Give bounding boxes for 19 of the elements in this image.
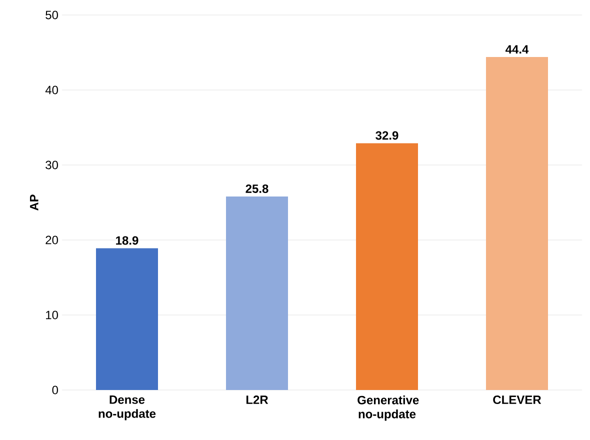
data-label: 32.9 <box>376 131 398 140</box>
bar <box>356 143 418 390</box>
y-tick-label: 50 <box>46 10 58 20</box>
bar <box>486 57 548 390</box>
y-tick-label: 40 <box>45 86 58 94</box>
bar <box>96 248 158 390</box>
y-axis-title: AP <box>30 194 38 211</box>
y-tick-label: 0 <box>52 386 58 394</box>
data-label: 44.4 <box>506 45 529 54</box>
data-label: 18.9 <box>116 236 138 245</box>
y-tick-label: 30 <box>46 160 58 170</box>
x-tick-label: L2R <box>246 396 268 404</box>
bar <box>226 196 288 390</box>
x-tick-label: CLEVER <box>493 396 542 404</box>
data-label: 25.8 <box>246 184 268 193</box>
x-tick-label: Dense no-update <box>98 396 156 420</box>
y-tick-label: 20 <box>46 236 58 244</box>
x-tick-label: Generative no-update <box>358 396 419 421</box>
y-tick-label: 10 <box>46 310 58 320</box>
